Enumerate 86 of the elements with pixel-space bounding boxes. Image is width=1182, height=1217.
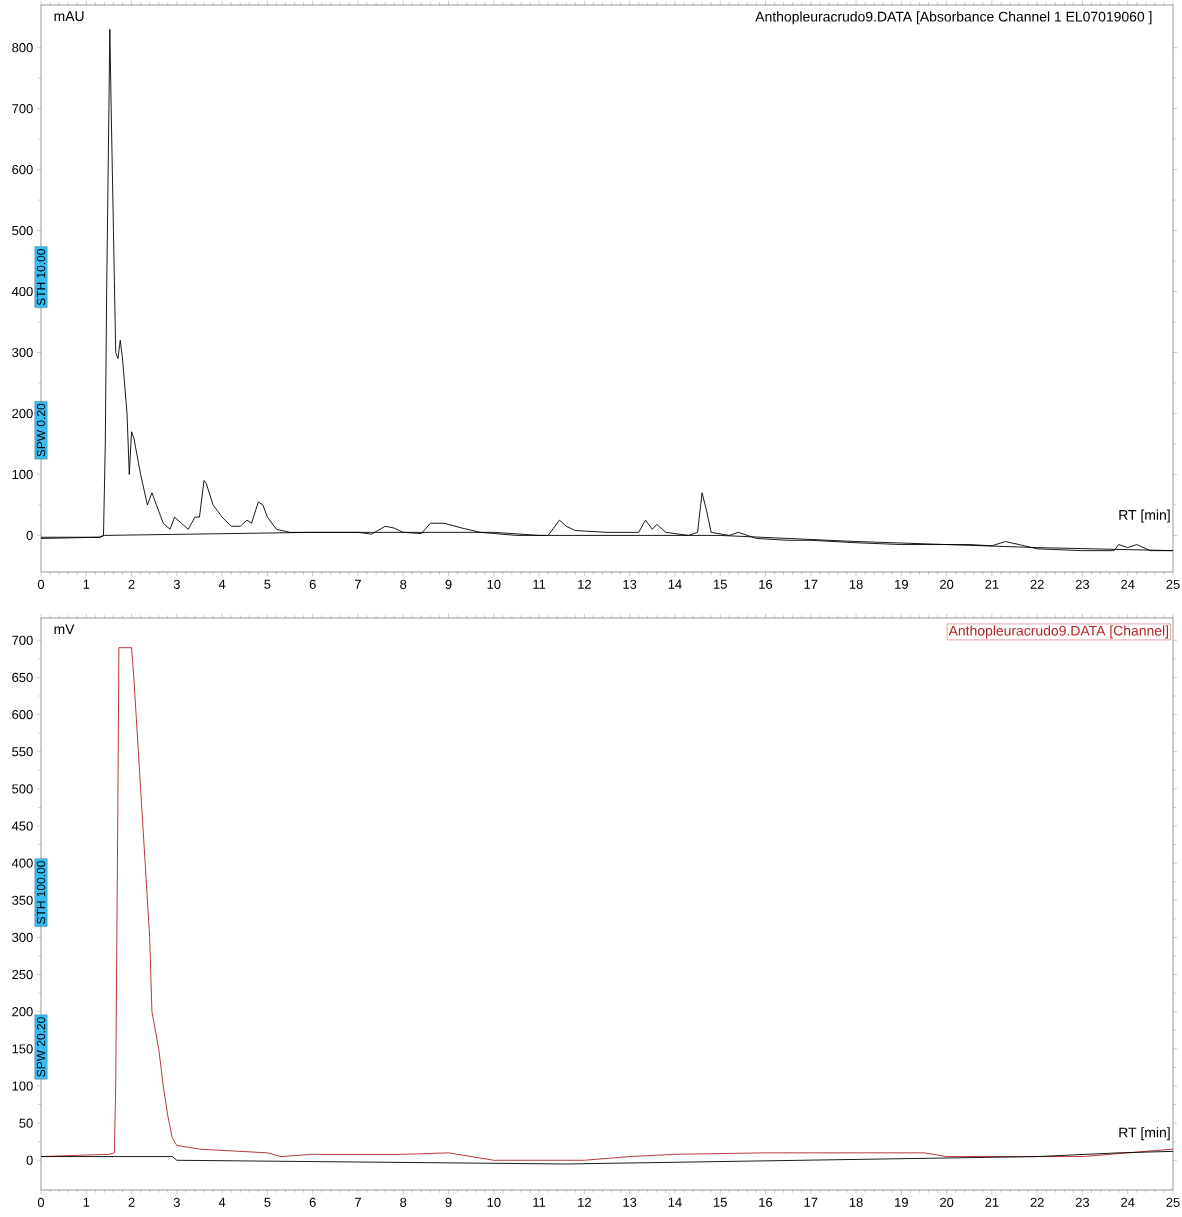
x-tick-label: 5 [264,579,271,589]
chart-title: Anthopleuracrudo9.DATA [Channel] [948,625,1169,639]
x-tick-label: 22 [1030,579,1044,589]
y-tick-label: 200 [12,1007,33,1017]
x-tick-label: 17 [804,1197,818,1207]
x-tick-label: 8 [400,579,407,589]
y-tick-label: 100 [12,1081,33,1091]
y-tick-label: 0 [26,1155,33,1165]
x-tick-label: 9 [445,579,452,589]
annotation: STH 10.00 [36,249,46,306]
x-tick-label: 15 [713,1197,727,1207]
annotation: SPW 20.20 [36,1017,46,1077]
y-tick-label: 600 [12,165,33,175]
y-tick-label: 700 [12,104,33,114]
y-tick-label: 50 [19,1118,33,1128]
x-tick-label: 1 [83,1197,90,1207]
x-tick-label: 4 [218,579,226,589]
x-tick-label: 1 [83,579,90,589]
x-tick-label: 12 [578,579,591,589]
x-tick-label: 16 [759,579,773,589]
y-tick-label: 650 [12,672,33,682]
x-tick-label: 13 [623,1197,637,1207]
x-tick-label: 7 [355,1197,361,1207]
x-tick-label: 3 [173,1197,180,1207]
x-tick-label: 23 [1075,579,1090,589]
x-tick-label: 14 [668,579,682,589]
x-tick-label: 24 [1121,579,1135,589]
y-tick-label: 700 [12,635,33,645]
y-tick-label: 0 [26,530,33,540]
y-tick-label: 450 [11,821,33,831]
x-tick-label: 23 [1075,1197,1090,1207]
y-tick-label: 150 [12,1044,33,1054]
x-tick-label: 12 [578,1197,591,1207]
x-tick-label: 10 [487,1197,501,1207]
x-tick-label: 0 [37,579,45,589]
x-tick-label: 20 [940,1197,954,1207]
x-tick-label: 20 [940,579,954,589]
x-tick-label: 21 [985,579,999,589]
x-tick-label: 4 [218,1197,226,1207]
x-axis-title: RT [min] [1119,1127,1170,1141]
y-tick-label: 550 [12,747,33,757]
x-tick-label: 9 [445,1197,452,1207]
y-tick-label: 300 [12,932,33,942]
x-tick-label: 25 [1166,579,1180,589]
x-tick-label: 11 [533,579,546,589]
y-axis-title: mV [54,624,75,634]
y-tick-label: 100 [12,469,33,480]
x-tick-label: 2 [128,1197,135,1207]
x-tick-label: 25 [1166,1197,1180,1207]
x-tick-label: 0 [37,1197,45,1207]
x-tick-label: 19 [895,579,908,589]
x-tick-label: 6 [309,579,316,589]
annotation: STH 100.00 [36,861,46,924]
x-tick-label: 16 [759,1197,773,1207]
x-tick-label: 6 [309,1197,316,1207]
x-tick-label: 8 [400,1197,407,1207]
y-tick-label: 400 [11,858,33,868]
x-tick-label: 21 [985,1197,999,1207]
chart-title: Anthopleuracrudo9.DATA [Absorbance Channel 1 EL07019060 ] [755,11,1152,25]
x-tick-label: 13 [623,579,637,589]
y-tick-label: 800 [12,43,33,53]
x-tick-label: 14 [668,1197,682,1207]
y-tick-label: 400 [11,286,33,297]
x-tick-label: 24 [1121,1197,1135,1207]
y-tick-label: 350 [12,895,33,905]
y-tick-label: 200 [12,408,33,419]
y-axis-title: mAU [54,11,84,22]
x-tick-label: 2 [128,579,135,589]
y-tick-label: 250 [12,969,33,980]
x-tick-label: 5 [264,1197,271,1207]
x-tick-label: 10 [487,579,501,589]
x-tick-label: 22 [1030,1197,1044,1207]
y-tick-label: 300 [12,347,33,358]
x-tick-label: 7 [355,579,361,589]
x-axis-title: RT [min] [1119,509,1170,523]
x-tick-label: 3 [173,579,180,589]
x-tick-label: 19 [895,1197,908,1207]
x-tick-label: 11 [533,1197,546,1207]
x-tick-label: 15 [713,579,727,589]
x-tick-label: 18 [849,1197,863,1207]
x-tick-label: 18 [849,579,863,589]
annotation: SPW 0.20 [36,403,46,457]
y-tick-label: 500 [12,784,33,794]
y-tick-label: 600 [12,709,33,720]
x-tick-label: 17 [804,579,818,589]
y-tick-label: 500 [12,225,33,236]
